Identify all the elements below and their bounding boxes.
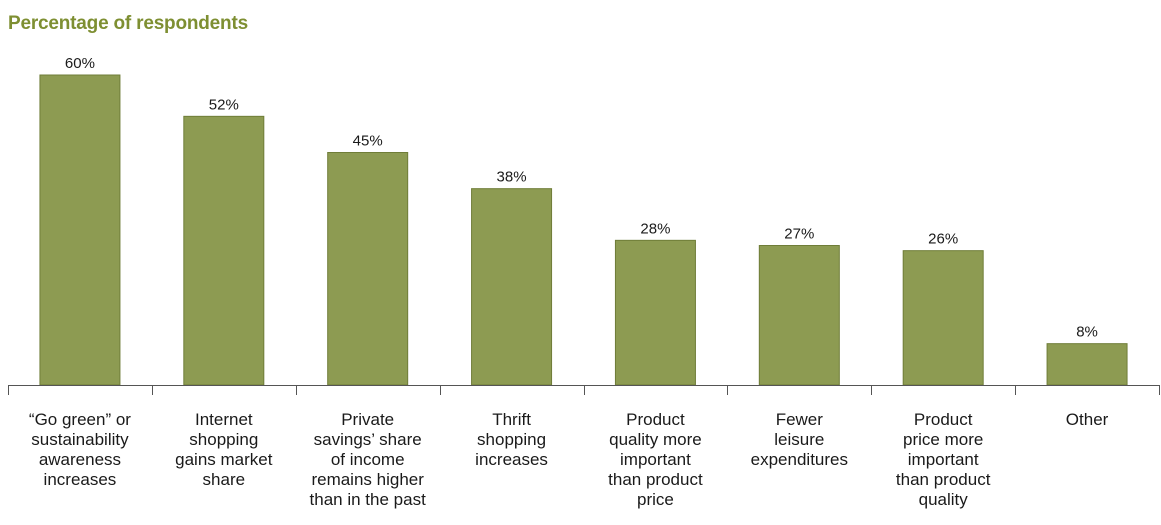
bar-4 [471,188,553,386]
value-label-2: 52% [209,96,239,113]
category-label-4: Thrift shopping increases [475,410,548,469]
value-label-5: 28% [640,220,670,237]
chart-title: Percentage of respondents [8,13,248,34]
bar-8 [1046,343,1128,386]
value-label-8: 8% [1076,324,1098,341]
value-label-7: 26% [928,231,958,248]
value-label-1: 60% [65,55,95,72]
bar-2 [183,115,265,386]
category-label-7: Product price more important than product qu… [896,410,991,509]
bar-5 [614,239,696,386]
category-label-1: “Go green” or sustainability awareness incr… [29,410,131,489]
category-label-8: Other [1066,410,1109,429]
category-label-3: Private savings’ share of income remains hi… [310,410,427,509]
bar-7 [902,250,984,386]
value-label-4: 38% [497,169,527,186]
value-label-6: 27% [784,226,814,243]
category-label-2: Internet shopping gains market share [175,410,273,489]
bar-6 [758,245,840,386]
value-label-3: 45% [353,133,383,150]
category-label-5: Product quality more important than product… [608,410,703,509]
bar-3 [327,152,409,386]
bar-1 [39,74,121,386]
category-label-6: Fewer leisure expenditures [751,410,848,469]
